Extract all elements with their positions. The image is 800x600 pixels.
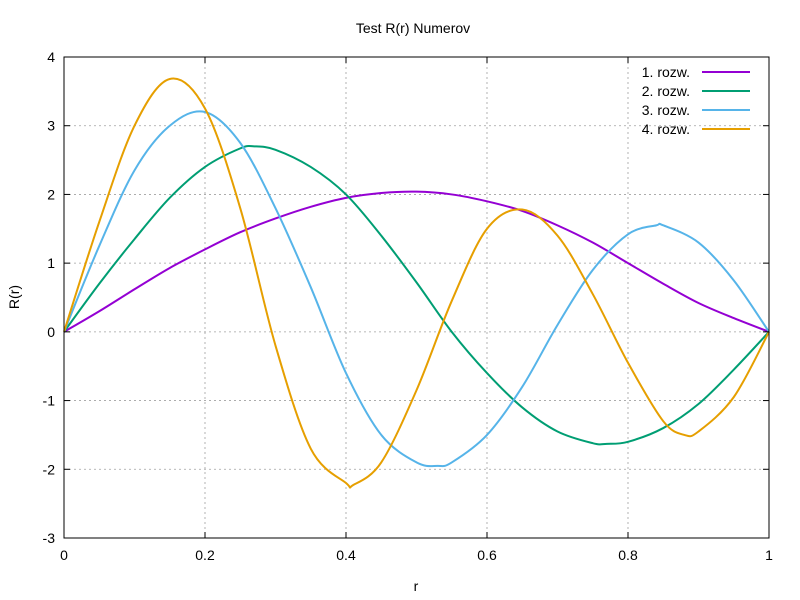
y-tick-label: 3 <box>47 118 55 134</box>
series-line-1 <box>63 190 770 333</box>
x-tick-label: 0.8 <box>618 547 638 563</box>
series-line-4 <box>63 77 770 489</box>
y-tick-label: -3 <box>43 530 56 546</box>
x-axis-label: r <box>414 578 419 594</box>
x-tick-label: 0.6 <box>477 547 497 563</box>
y-tick-label: 2 <box>47 186 55 202</box>
series-line-3 <box>63 110 770 468</box>
legend-label-3: 3. rozw. <box>642 102 690 118</box>
y-tick-label: 1 <box>47 255 55 271</box>
y-tick-label: 0 <box>47 324 55 340</box>
x-tick-label: 0 <box>60 547 68 563</box>
x-tick-label: 1 <box>765 547 773 563</box>
grid <box>64 57 769 538</box>
x-tick-label: 0.4 <box>336 547 356 563</box>
legend-label-4: 4. rozw. <box>642 121 690 137</box>
x-tick-label: 0.2 <box>195 547 215 563</box>
legend-label-2: 2. rozw. <box>642 83 690 99</box>
series-line-2 <box>63 144 770 446</box>
legend-label-1: 1. rozw. <box>642 64 690 80</box>
y-tick-label: 4 <box>47 49 55 65</box>
y-axis-label: R(r) <box>6 285 22 309</box>
tick-layer: 0 0.2 0.4 0.6 0.8 1 -3 -2 -1 0 1 2 3 4 <box>43 49 774 563</box>
plot-frame <box>63 56 770 539</box>
legend: 1. rozw. 2. rozw. 3. rozw. 4. rozw. <box>642 64 750 137</box>
y-tick-label: -1 <box>43 393 56 409</box>
y-tick-label: -2 <box>43 461 56 477</box>
chart-title: Test R(r) Numerov <box>356 20 470 36</box>
series-layer <box>63 77 770 489</box>
